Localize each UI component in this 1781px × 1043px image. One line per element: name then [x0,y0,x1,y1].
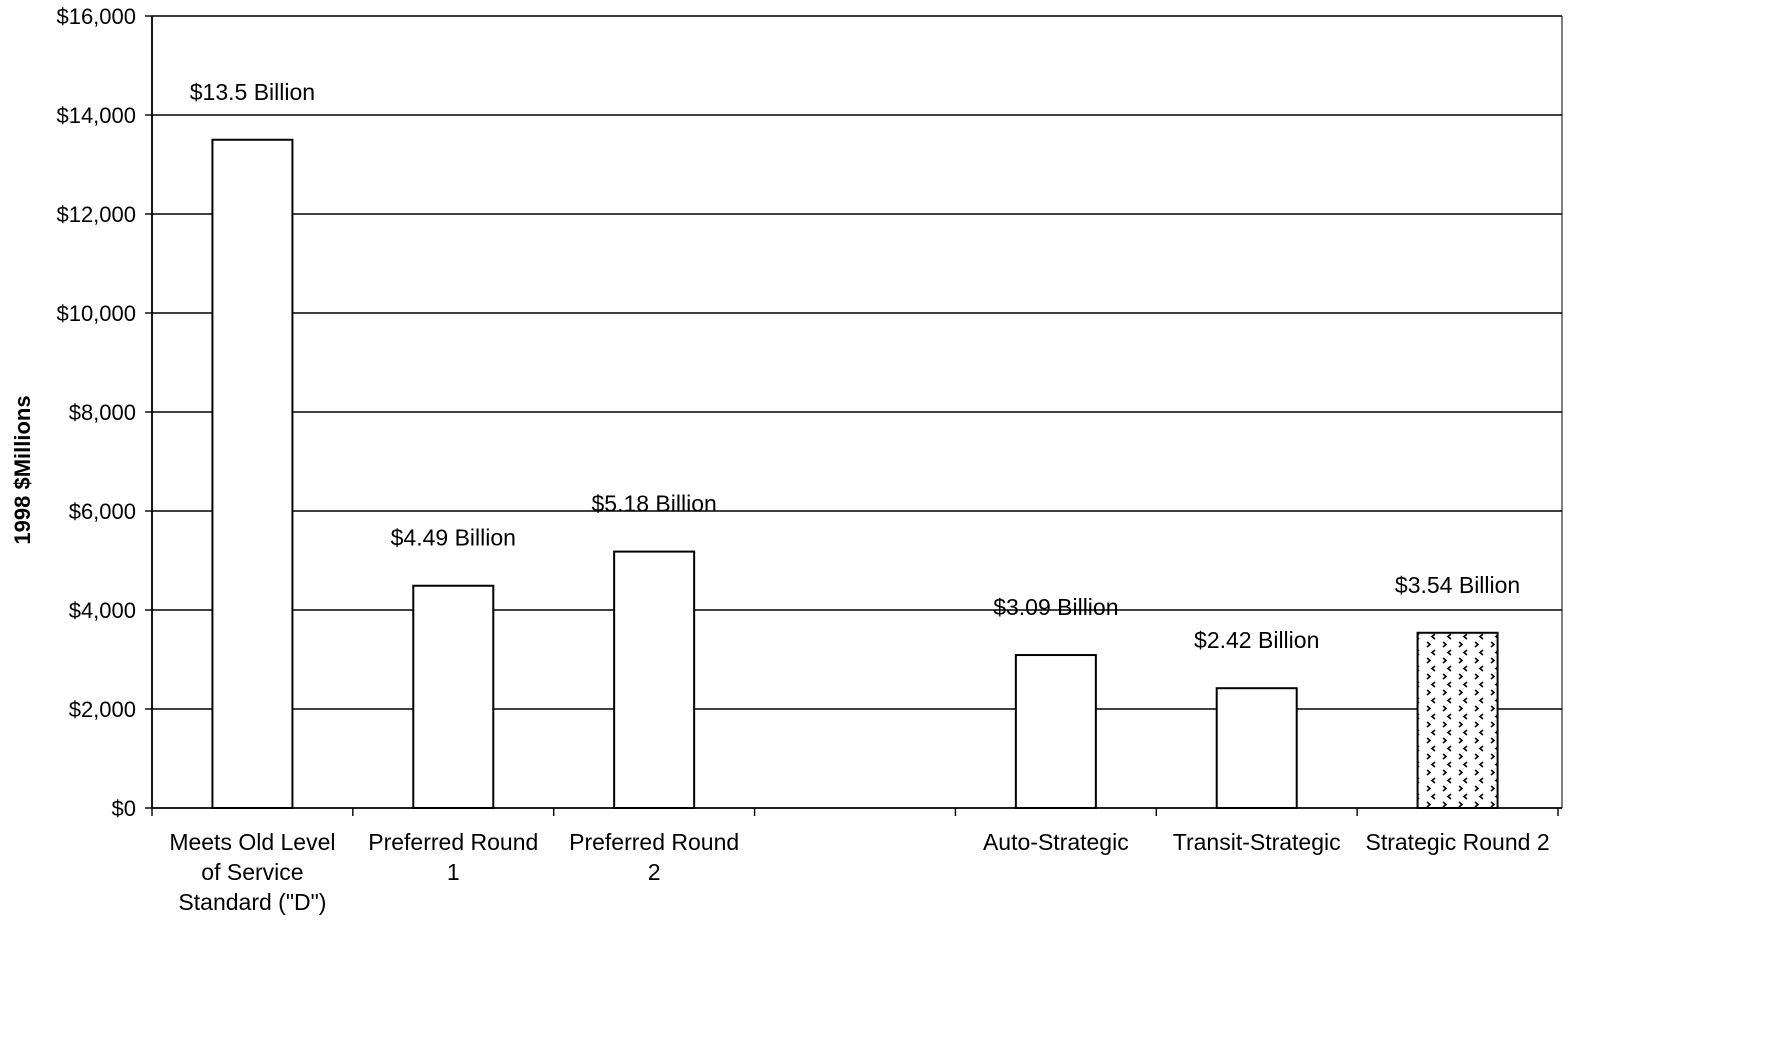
x-tick-label: Auto-Strategic [983,829,1129,855]
x-tick-label: Meets Old Level [169,829,335,855]
y-tick-label: $2,000 [69,697,136,722]
y-tick-label: $12,000 [56,202,136,227]
data-label: $3.09 Billion [993,594,1118,620]
data-label: $13.5 Billion [190,79,315,105]
data-label: $3.54 Billion [1395,572,1520,598]
bars [211,138,1499,810]
data-label: $2.42 Billion [1194,627,1319,653]
y-tick-label: $10,000 [56,301,136,326]
gridlines [152,15,1562,710]
y-tick-label: $4,000 [69,598,136,623]
bar [1014,654,1097,809]
bar [211,138,294,809]
x-tick-label: 1 [447,859,460,885]
axes: $0 $2,000 $4,000 $6,000 $8,000 $10,000 $12,000… [56,4,1563,821]
y-tick-label: $14,000 [56,103,136,128]
x-tick-label: Preferred Round [569,829,739,855]
x-tick-label: Standard ("D") [178,889,326,915]
bar [412,584,495,809]
y-tick-label: $0 [112,796,136,821]
bar [1215,687,1298,810]
bar [1416,631,1499,810]
y-tick-label: $8,000 [69,400,136,425]
x-tick-label: Strategic Round 2 [1366,829,1550,855]
y-axis-title: 1998 $Millions [10,395,35,544]
labels: $13.5 Billion Meets Old Level of Service St… [169,79,1549,915]
y-tick-label: $6,000 [69,499,136,524]
data-label: $4.49 Billion [391,525,516,551]
data-label: $5.18 Billion [591,491,716,517]
bar [613,550,696,810]
y-tick-label: $16,000 [56,4,136,29]
x-tick-label: Transit-Strategic [1173,829,1341,855]
x-tick-label: Preferred Round [368,829,538,855]
x-tick-label: of Service [201,859,303,885]
x-tick-label: 2 [648,859,661,885]
